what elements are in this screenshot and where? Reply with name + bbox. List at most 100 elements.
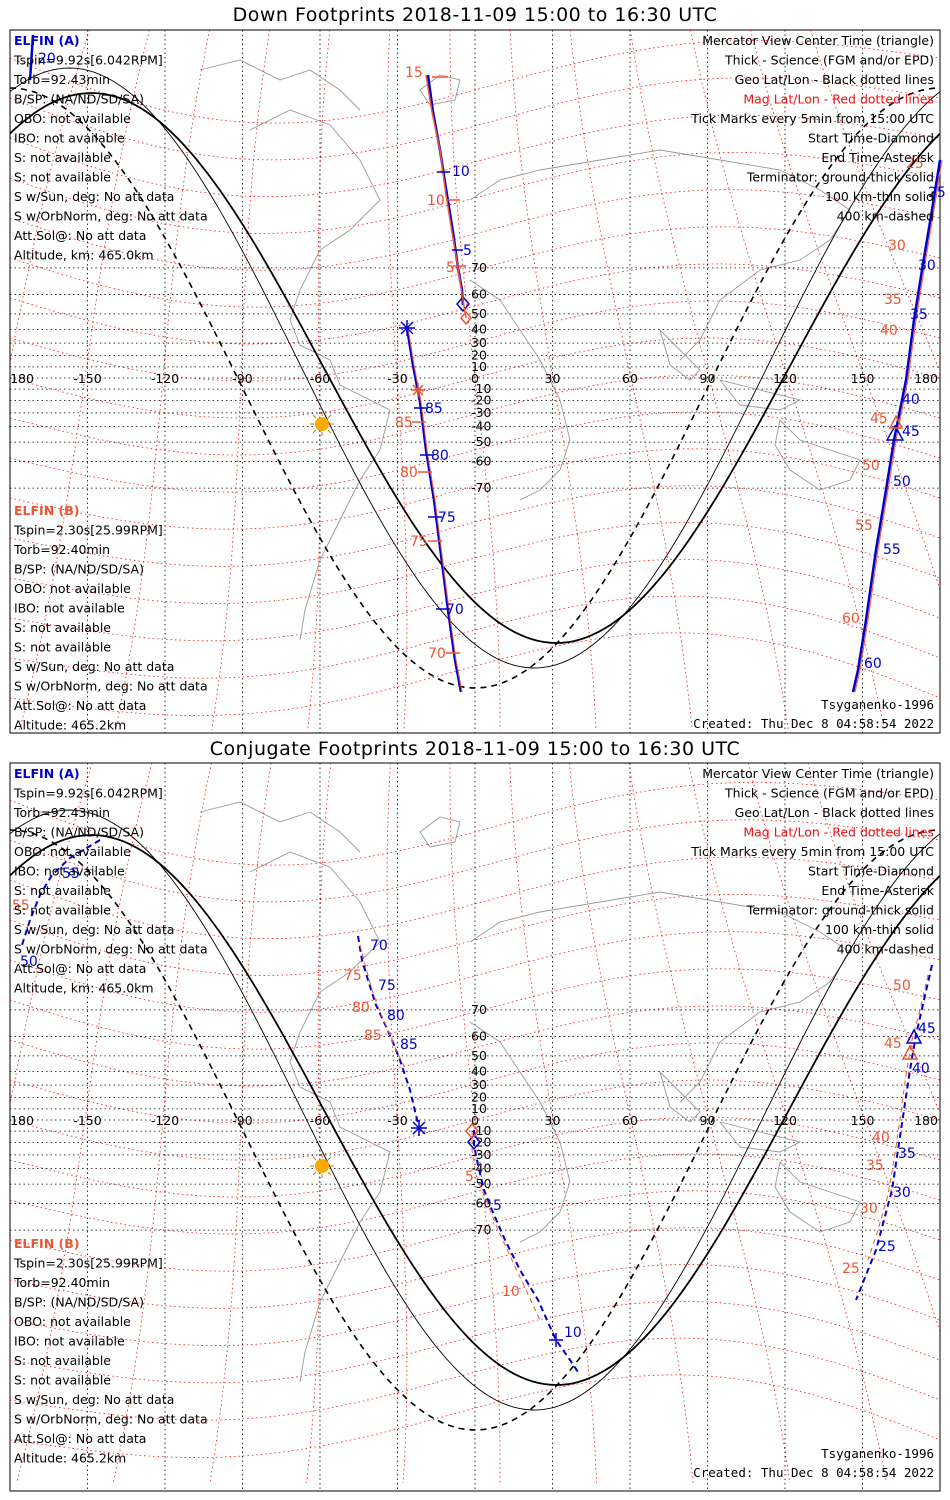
legend-line: 400 km-dashed [837, 942, 934, 957]
info-line: S: not available [14, 150, 111, 165]
svg-text:30: 30 [893, 1185, 911, 1201]
lon-tick-label: -60 [310, 1113, 330, 1128]
info-line: Altitude: 465.2km [14, 1451, 126, 1466]
lat-tick-label: -50 [471, 1176, 491, 1191]
bottom-model-label: Tsyganenko-1996 [821, 1446, 934, 1461]
legend-line: Mag Lat/Lon - Red dotted lines [743, 92, 934, 107]
info-line: S w/OrbNorm, deg: No att data [14, 209, 208, 224]
mag-parallel [10, 114, 940, 197]
coastline [469, 1021, 571, 1243]
top-north-tick-labels: 15 10 10 5 5 [405, 65, 472, 276]
sun-icon [310, 412, 334, 436]
lat-tick-label: -40 [471, 1160, 491, 1175]
info-line: OBO: not available [14, 1314, 131, 1329]
lon-tick-label: 90 [700, 371, 716, 386]
svg-text:35: 35 [884, 292, 902, 308]
svg-text:5: 5 [493, 1198, 502, 1214]
legend-line: Mag Lat/Lon - Red dotted lines [743, 825, 934, 840]
info-line: S: not available [14, 903, 111, 918]
svg-text:40: 40 [912, 1061, 930, 1077]
elfin-header: ELFIN (B) [14, 503, 79, 518]
info-line: S w/Sun, deg: No att data [14, 659, 174, 674]
svg-text:25: 25 [878, 1239, 896, 1255]
legend-line: Mercator View Center Time (triangle) [702, 766, 934, 781]
lat-tick-label: -50 [471, 434, 491, 449]
lon-tick-label: 0 [471, 371, 479, 386]
down-footprints-panel: 180 -150 -120 -90 -60 -30 0 30 60 90 120 150 180 70 6… [9, 29, 946, 734]
mag-meridian [306, 763, 332, 1484]
info-line: S w/Sun, deg: No att data [14, 922, 174, 937]
svg-text:70: 70 [370, 938, 388, 954]
svg-text:40: 40 [902, 392, 920, 408]
mag-meridian [807, 763, 940, 1115]
start-diamond-icon [467, 1133, 481, 1151]
mag-meridian [628, 763, 791, 1484]
lat-tick-label: 40 [471, 322, 487, 337]
terminator-100km [10, 809, 940, 1411]
top-elfin-a-track-east [851, 159, 943, 693]
legend-line: Start Time-Diamond [808, 864, 934, 879]
lon-tick-label: -90 [232, 1113, 252, 1128]
lon-tick-label: -120 [151, 1113, 179, 1128]
info-line: Tspin=2.30s[25.99RPM] [13, 523, 163, 538]
info-line: IBO: not available [14, 131, 125, 146]
center-triangle-b-icon [888, 414, 904, 429]
lat-tick-label: 30 [471, 335, 487, 350]
svg-text:85: 85 [400, 1037, 418, 1053]
mag-meridian [747, 763, 940, 1334]
top-lon-labels: 180 -150 -120 -90 -60 -30 0 30 60 90 120 150 180 [10, 371, 938, 386]
mag-meridian [569, 30, 693, 731]
svg-text:15: 15 [405, 65, 423, 81]
elfin-header: ELFIN (A) [14, 33, 80, 48]
svg-text:45: 45 [902, 424, 920, 440]
conjugate-footprints-panel: 180 -150 -120 -90 -60 -30 0 30 60 90 120 150 180 70 6… [9, 762, 941, 1492]
info-line: S w/OrbNorm, deg: No att data [14, 1412, 208, 1427]
svg-text:30: 30 [888, 238, 906, 254]
bottom-elfin-a-track-mid [357, 935, 427, 1136]
bottom-elfin-a-track-east [855, 964, 933, 1301]
mag-meridian [211, 30, 271, 731]
info-line: B/SP: (NA/ND/SD/SA) [14, 562, 144, 577]
lon-tick-label: -150 [73, 371, 101, 386]
mag-meridian [307, 30, 331, 731]
elfin-header: ELFIN (A) [14, 766, 80, 781]
top-elfin-a-info: ELFIN (A) Tspin=9.92s[6.042RPM] Torb=92.43… [13, 33, 208, 263]
svg-text:10: 10 [452, 164, 470, 180]
lon-tick-label: -30 [387, 1113, 407, 1128]
svg-text:80: 80 [387, 1008, 405, 1024]
lon-tick-label: 150 [851, 1113, 875, 1128]
lon-tick-label: 30 [545, 371, 561, 386]
bottom-created-label: Created: Thu Dec 8 04:58:54 2022 [693, 1465, 934, 1480]
info-line: S w/OrbNorm, deg: No att data [14, 679, 208, 694]
lon-tick-label: -60 [310, 371, 330, 386]
svg-text:10: 10 [427, 193, 445, 209]
lon-tick-label: 120 [773, 1113, 797, 1128]
center-triangle-b-icon [901, 1044, 919, 1060]
info-line: IBO: not available [14, 1334, 125, 1349]
svg-text:55: 55 [12, 898, 30, 914]
legend-line: Tick Marks every 5min from 15:00 UTC [690, 111, 934, 126]
info-line: Tspin=9.92s[6.042RPM] [13, 786, 163, 801]
legend-line: Geo Lat/Lon - Black dotted lines [735, 805, 934, 820]
svg-text:40: 40 [872, 1130, 890, 1146]
mag-meridian [568, 763, 694, 1484]
svg-text:50: 50 [893, 474, 911, 490]
legend-line: Start Time-Diamond [808, 131, 934, 146]
lon-tick-label: 150 [851, 371, 875, 386]
top-elfin-b-info: ELFIN (B) Tspin=2.30s[25.99RPM] Torb=92.40… [13, 503, 208, 733]
svg-text:20: 20 [38, 51, 56, 67]
bottom-south-tick-labels: 5 5 10 10 [465, 1169, 582, 1341]
svg-text:30: 30 [860, 1201, 878, 1217]
lat-tick-label: -10 [471, 381, 491, 396]
bottom-panel-title: Conjugate Footprints 2018-11-09 15:00 to… [209, 738, 741, 760]
lon-tick-label: 60 [622, 371, 638, 386]
lon-tick-label: -150 [73, 1113, 101, 1128]
legend-line: Geo Lat/Lon - Black dotted lines [735, 72, 934, 87]
top-legend: Mercator View Center Time (triangle) Thic… [690, 33, 935, 224]
lon-tick-label: 180 [10, 1113, 34, 1128]
svg-text:35: 35 [898, 1146, 916, 1162]
info-line: Altitude, km: 465.0km [14, 981, 154, 996]
info-line: Torb=92.43min [13, 72, 110, 87]
top-geo-grid [10, 30, 940, 733]
